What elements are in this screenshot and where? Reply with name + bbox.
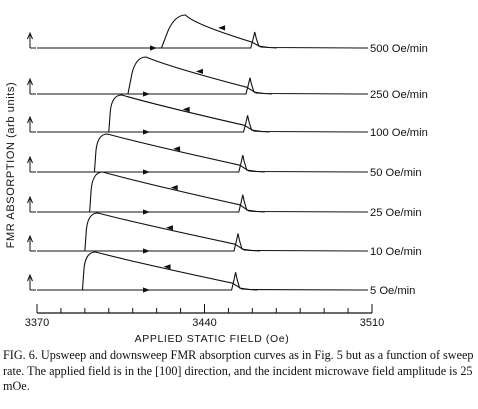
upsweep-line — [37, 272, 361, 291]
sweep-rate-label: 100 Oe/min — [370, 127, 428, 139]
downsweep-arrow-icon — [170, 184, 178, 191]
x-tick-label: 3440 — [192, 317, 216, 329]
fmr-curve — [27, 251, 368, 293]
scale-arrow-icon — [27, 31, 33, 40]
upsweep-arrow-icon — [143, 287, 150, 293]
fmr-curve — [27, 212, 368, 254]
downsweep-arrow-icon — [182, 106, 190, 113]
scale-arrow-icon — [27, 273, 33, 282]
upsweep-line — [37, 115, 361, 133]
fmr-curve — [27, 14, 368, 51]
scale-arrow-icon — [27, 155, 33, 164]
upsweep-arrow-icon — [143, 129, 150, 135]
x-axis-label: APPLIED STATIC FIELD (Oe) — [135, 333, 290, 345]
x-tick-label: 3370 — [25, 317, 49, 329]
downsweep-arrow-icon — [163, 264, 171, 270]
upsweep-arrow-icon — [143, 209, 150, 215]
downsweep-line — [160, 14, 277, 49]
scale-arrow-icon — [27, 115, 33, 124]
rate-label-group: 500 Oe/min 250 Oe/min 100 Oe/min 50 Oe/min 2… — [370, 43, 428, 297]
sweep-rate-label: 5 Oe/min — [370, 285, 415, 297]
sweep-rate-label: 500 Oe/min — [370, 43, 428, 55]
sweep-rate-label: 25 Oe/min — [370, 207, 422, 219]
downsweep-arrow-icon — [165, 225, 173, 231]
x-tick-label: 3510 — [360, 317, 384, 329]
downsweep-line — [89, 171, 265, 213]
sweep-rate-label: 250 Oe/min — [370, 89, 428, 101]
downsweep-arrow-icon — [218, 25, 226, 31]
fmr-curve — [27, 94, 368, 135]
fmr-curve — [27, 56, 368, 97]
downsweep-line — [84, 212, 261, 252]
fmr-curve — [27, 133, 368, 175]
upsweep-line — [37, 31, 361, 49]
y-axis-label: FMR ABSORPTION (arb units) — [5, 82, 17, 249]
x-axis: 3370 3440 3510 — [25, 304, 384, 329]
scale-arrow-icon — [27, 77, 33, 86]
upsweep-arrow-icon — [150, 45, 157, 51]
upsweep-line — [37, 194, 361, 213]
downsweep-line — [93, 133, 265, 173]
curve-group — [27, 14, 368, 293]
scale-arrow-icon — [27, 195, 33, 204]
downsweep-arrow-icon — [173, 146, 181, 152]
downsweep-arrow-icon — [195, 68, 203, 75]
figure-caption: FIG. 6. Upsweep and downsweep FMR absorp… — [3, 348, 474, 394]
upsweep-line — [37, 154, 361, 173]
downsweep-line — [127, 56, 272, 95]
upsweep-line — [37, 77, 361, 95]
upsweep-arrow-icon — [143, 91, 150, 97]
sweep-rate-label: 10 Oe/min — [370, 246, 422, 258]
scale-arrow-icon — [27, 234, 33, 243]
downsweep-line — [81, 251, 258, 291]
fmr-curve — [27, 171, 368, 215]
upsweep-arrow-icon — [143, 248, 150, 254]
downsweep-line — [108, 94, 270, 133]
upsweep-arrow-icon — [143, 169, 150, 175]
sweep-rate-label: 50 Oe/min — [370, 167, 422, 179]
